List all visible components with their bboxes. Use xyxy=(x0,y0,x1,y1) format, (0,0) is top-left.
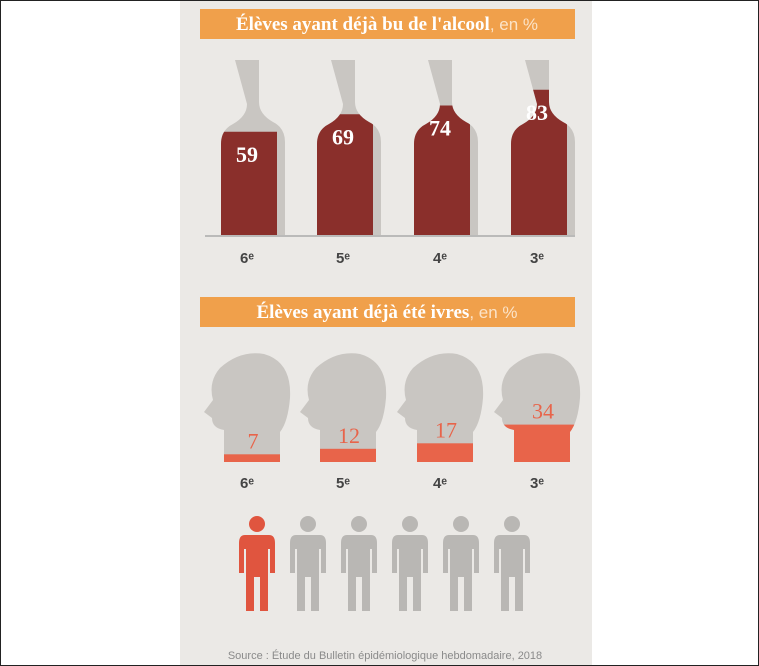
x-tick-label: 3ᵉ xyxy=(530,250,544,267)
value-label: 83 xyxy=(526,100,548,125)
chart-title: Élèves ayant déjà bu de l'alcool, en % xyxy=(236,13,538,35)
value-label: 17 xyxy=(435,417,457,442)
x-tick-label: 4ᵉ xyxy=(433,475,447,492)
x-tick-label: 6ᵉ xyxy=(240,250,254,267)
value-label: 74 xyxy=(429,116,451,141)
title-text: Élèves ayant déjà bu de l'alcool xyxy=(236,13,490,35)
x-tick-label: 6ᵉ xyxy=(240,475,254,492)
subtitle-text: , en % xyxy=(490,15,538,34)
value-label: 12 xyxy=(338,423,360,448)
chart-title: Élèves ayant déjà été ivres, en % xyxy=(256,301,517,323)
value-label: 34 xyxy=(532,399,554,424)
x-tick-label: 5ᵉ xyxy=(336,250,350,267)
x-tick-label: 4ᵉ xyxy=(433,250,447,267)
source: Source : Étude du Bulletin épidémiologiq… xyxy=(228,649,542,662)
x-tick-label: 3ᵉ xyxy=(530,475,544,492)
subtitle-text: , en % xyxy=(469,303,517,322)
value-label: 7 xyxy=(248,428,259,453)
value-label: 59 xyxy=(236,142,258,167)
x-tick-label: 5ᵉ xyxy=(336,475,350,492)
title-text: Élèves ayant déjà été ivres xyxy=(256,301,469,323)
value-label: 69 xyxy=(332,124,354,149)
infographic: Source : Étude du Bulletin épidémiologiq… xyxy=(0,0,759,666)
